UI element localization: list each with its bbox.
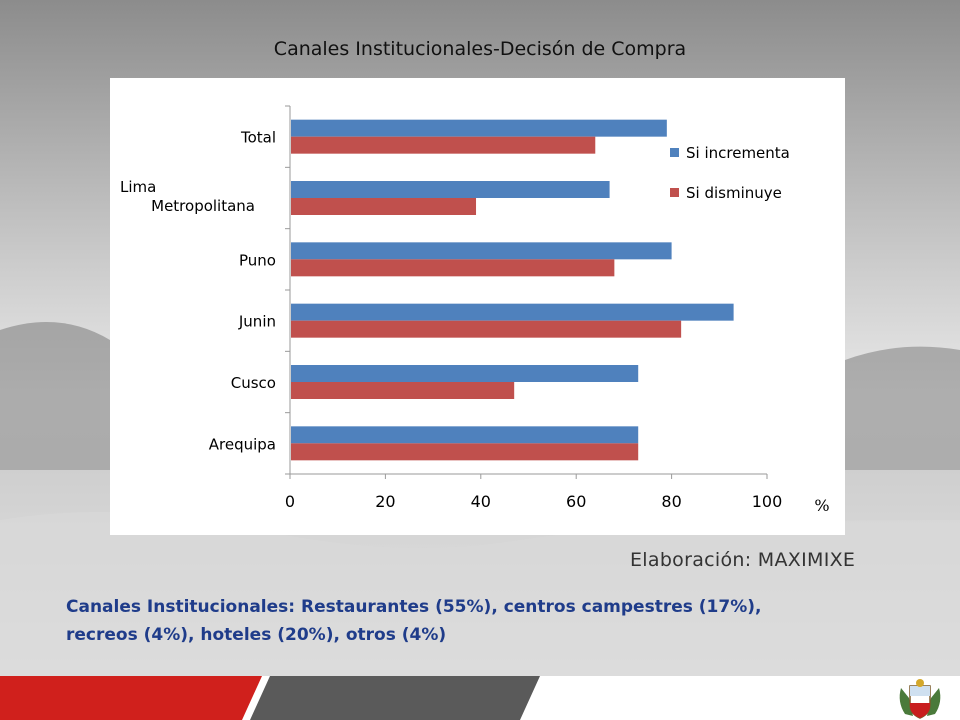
x-tick-label: 20 [375,492,395,511]
x-tick-label: 0 [285,492,295,511]
bar-si-disminuye [291,198,477,215]
category-label: Metropolitana [151,197,255,215]
bar-si-incrementa [291,119,667,137]
bar-si-disminuye [291,259,615,277]
bar-si-incrementa [291,181,610,198]
legend-label: Si disminuye [686,184,782,202]
chart-panel: Total Lima Metropolitana Puno Junin Cusco Areq… [110,78,845,535]
legend-swatch [670,148,679,157]
x-tick-label: 100 [752,492,783,511]
bar-si-disminuye [291,136,596,154]
x-tick-label: 60 [566,492,586,511]
bar-si-disminuye [291,320,682,338]
footer-red-stripe [0,676,262,720]
legend-label: Si incrementa [686,144,790,162]
category-label: Puno [239,251,276,269]
credit-text: Elaboración: MAXIMIXE [630,549,856,571]
bar-si-incrementa [291,303,734,321]
bar-si-incrementa [291,365,639,382]
x-tick-label: 80 [661,492,681,511]
footnote-text: Canales Institucionales: Restaurantes (5… [66,597,762,645]
category-label: Arequipa [209,435,276,453]
bar-si-incrementa [291,426,639,444]
bar-si-disminuye [291,382,515,399]
footer-gray-stripe [250,676,540,720]
bar-si-incrementa [291,242,672,260]
x-unit-label: % [814,496,829,515]
legend-swatch [670,188,679,197]
category-label: Lima [120,178,156,196]
category-label: Cusco [231,374,276,392]
category-label: Total [240,129,276,147]
bar-si-disminuye [291,443,639,461]
x-tick-label: 40 [471,492,491,511]
peru-coat-of-arms-icon [899,679,941,719]
slide-title: Canales Institucionales-Decisón de Compr… [273,38,687,60]
footer-band [0,676,960,720]
category-label: Junin [238,313,276,331]
